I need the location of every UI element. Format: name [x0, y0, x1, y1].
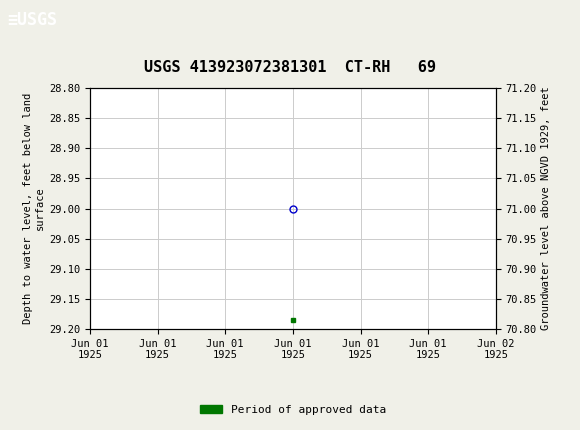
Legend: Period of approved data: Period of approved data: [195, 401, 390, 420]
Y-axis label: Groundwater level above NGVD 1929, feet: Groundwater level above NGVD 1929, feet: [541, 87, 551, 330]
Y-axis label: Depth to water level, feet below land
surface: Depth to water level, feet below land su…: [23, 93, 45, 324]
Text: ≡USGS: ≡USGS: [7, 12, 57, 29]
Text: USGS 413923072381301  CT-RH   69: USGS 413923072381301 CT-RH 69: [144, 60, 436, 75]
